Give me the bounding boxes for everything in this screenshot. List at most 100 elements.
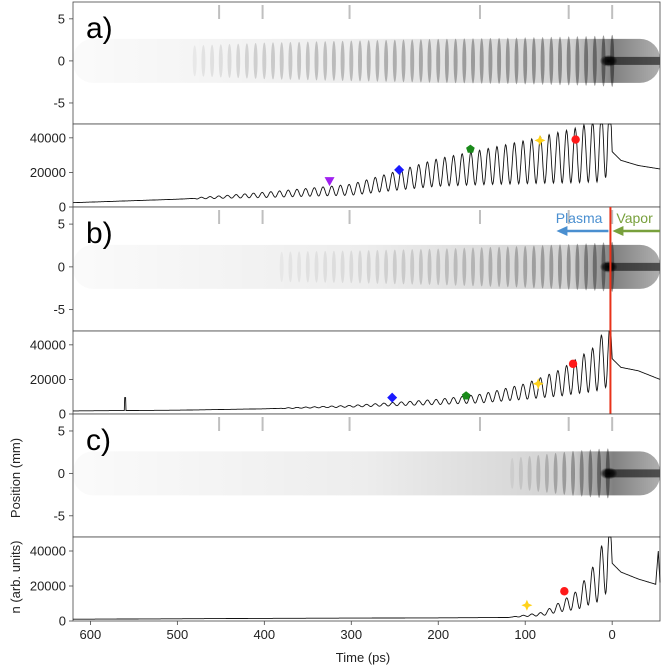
- image-stripe: [479, 38, 484, 84]
- image-y-tick-label: 5: [58, 11, 65, 26]
- density-frame: [72, 123, 661, 208]
- image-stripe: [314, 41, 319, 81]
- image-stripe: [523, 245, 528, 288]
- image-stripe: [479, 247, 484, 287]
- image-stripe: [497, 37, 502, 85]
- density-curve: [73, 330, 661, 412]
- density-curve: [73, 123, 661, 204]
- image-stripe: [410, 39, 415, 83]
- density-y-tick-label: 0: [59, 614, 66, 629]
- image-stripe: [588, 449, 593, 498]
- image-stripe: [358, 250, 362, 284]
- marker-star: [534, 134, 546, 146]
- density-y-tick-label: 0: [59, 200, 66, 215]
- image-y-tick-label: 0: [58, 53, 65, 68]
- image-stripe: [418, 248, 423, 285]
- density-y-tick-label: 20000: [30, 372, 66, 387]
- image-stripe: [410, 249, 415, 285]
- image-fiducial: [478, 210, 481, 224]
- image-stripe: [340, 40, 345, 82]
- image-stripe: [323, 41, 328, 81]
- image-y-tick-label: -5: [53, 95, 65, 110]
- marker-circle: [560, 587, 569, 596]
- image-stripe: [384, 39, 389, 82]
- image-stripe: [314, 251, 319, 283]
- image-stripe: [305, 251, 310, 283]
- image-stripe: [444, 248, 449, 286]
- density-y-tick-label: 0: [59, 407, 66, 422]
- image-stripe: [562, 451, 567, 495]
- image-fiducial: [611, 417, 614, 431]
- image-stripe: [523, 37, 528, 85]
- image-fiducial: [261, 417, 264, 431]
- density-y-axis-label: n (arb. units): [8, 541, 23, 614]
- image-fiducial: [611, 5, 614, 19]
- density-y-tick-label: 20000: [30, 579, 66, 594]
- image-fiducial: [348, 417, 351, 431]
- x-tick-label: 600: [80, 627, 102, 642]
- image-stripe: [418, 39, 423, 83]
- image-stripe: [592, 242, 597, 291]
- image-stripe: [244, 43, 249, 79]
- image-stripe: [384, 249, 389, 285]
- image-stripe: [531, 245, 536, 289]
- image-stripe: [192, 45, 197, 77]
- x-tick-label: 400: [253, 627, 275, 642]
- image-stripe: [288, 251, 293, 283]
- vapor-label: Vapor: [616, 210, 653, 226]
- image-y-tick-label: 0: [58, 466, 65, 481]
- panel-a: 5 0 -5 a) 40000 20000 0: [30, 1, 661, 215]
- image-hotspot: [599, 467, 618, 480]
- image-stripe: [505, 37, 510, 85]
- image-stripe: [527, 455, 532, 491]
- image-stripe: [236, 43, 241, 79]
- image-fiducial: [218, 417, 221, 431]
- image-stripe: [579, 450, 584, 497]
- image-stripe: [592, 35, 597, 86]
- image-haze: [73, 244, 660, 289]
- x-tick-label: 200: [427, 627, 449, 642]
- panel-label: c): [86, 424, 111, 457]
- image-stripe: [366, 40, 371, 82]
- image-stripe: [358, 40, 362, 82]
- image-stripe: [549, 36, 554, 86]
- image-stripe: [514, 37, 519, 85]
- image-fiducial: [348, 5, 351, 19]
- image-stripe: [462, 38, 467, 84]
- image-stripe: [323, 250, 328, 283]
- image-stripe: [297, 41, 302, 81]
- image-stripe: [505, 246, 510, 288]
- image-vapor-bar: [605, 56, 660, 65]
- image-stripe: [331, 40, 336, 81]
- density-frame: [72, 330, 661, 415]
- density-curve: [72, 536, 661, 620]
- image-stripe: [540, 245, 545, 289]
- image-stripe: [558, 36, 562, 86]
- image-stripe: [510, 457, 515, 489]
- image-stripe: [262, 42, 267, 80]
- density-y-tick-label: 40000: [30, 544, 66, 559]
- image-stripe: [462, 247, 467, 287]
- panel-label: b): [86, 217, 113, 250]
- image-stripe: [453, 38, 458, 84]
- image-stripe: [536, 454, 541, 492]
- marker-star: [521, 599, 533, 611]
- x-tick-label: 100: [514, 627, 536, 642]
- image-stripe: [497, 246, 502, 288]
- plasma-label: Plasma: [556, 210, 603, 226]
- image-stripe: [575, 36, 580, 86]
- image-fiducial: [567, 417, 570, 431]
- image-stripe: [201, 45, 206, 77]
- image-stripe: [575, 243, 580, 291]
- image-haze: [73, 38, 660, 83]
- image-stripe: [553, 452, 558, 494]
- density-y-tick-label: 40000: [30, 337, 66, 352]
- image-stripe: [571, 450, 575, 496]
- image-stripe: [279, 251, 284, 283]
- x-tick-label: 300: [340, 627, 362, 642]
- image-stripe: [531, 37, 536, 85]
- image-y-tick-label: 5: [58, 217, 65, 232]
- image-stripe: [288, 41, 293, 80]
- image-fiducial: [261, 210, 264, 224]
